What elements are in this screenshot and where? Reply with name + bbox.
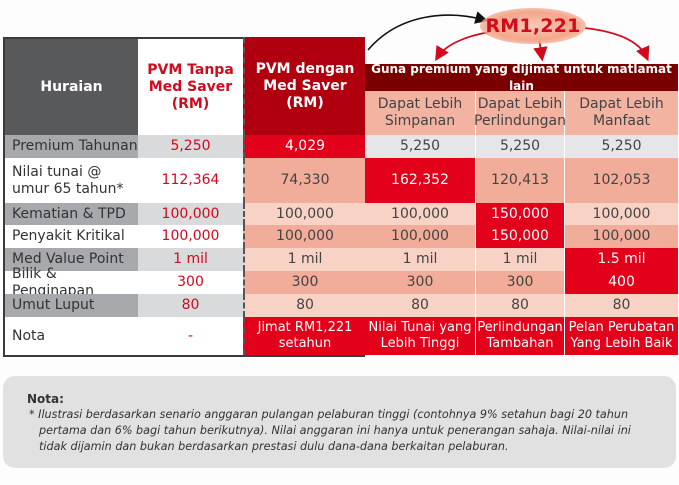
cell-value: 1 mil [243, 248, 365, 271]
header-more-savings: Dapat Lebih Simpanan [365, 91, 476, 135]
row-label-med-value-point: Med Value Point [3, 248, 138, 271]
cell-value: 74,330 [243, 158, 365, 203]
cell-value: 80 [565, 294, 678, 317]
cell-value: 300 [365, 271, 476, 294]
header-more-protection: Dapat Lebih Perlindungan [474, 91, 566, 135]
cell-value: 100,000 [565, 203, 678, 225]
header-huraian: Huraian [3, 37, 138, 135]
cell-value: 5,250 [138, 135, 243, 158]
header-use-savings: Guna premium yang dijimat untuk matlamat… [365, 62, 678, 93]
row-label-note: Nota [3, 317, 138, 355]
footnote-title: Nota: [27, 392, 64, 406]
cell-value: 100,000 [365, 203, 476, 225]
cell-value-highlight: 400 [565, 271, 678, 294]
cell-value-highlight: 1.5 mil [565, 248, 678, 271]
cell-value: - [138, 317, 243, 355]
cell-note-highlight: Jimat RM1,221 setahun [243, 317, 365, 355]
cell-value: 100,000 [138, 203, 243, 225]
header-more-benefits: Dapat Lebih Manfaat [565, 91, 678, 135]
cell-value: 1 mil [365, 248, 476, 271]
cell-value: 80 [243, 294, 365, 317]
row-label-room-board: Bilik & Penginapan [3, 266, 138, 299]
cell-value: 1 mil [476, 248, 565, 271]
cell-value: 100,000 [365, 225, 476, 248]
row-label-expiry-age: Umut Luput [3, 294, 138, 317]
cell-value: 300 [243, 271, 365, 294]
savings-amount: RM1,221 [485, 15, 581, 37]
cell-value: 300 [476, 271, 565, 294]
cell-note-highlight: Pelan Perubatan Yang Lebih Baik [565, 317, 678, 355]
cell-value: 100,000 [138, 225, 243, 248]
row-label-cash-value: Nilai tunai @ umur 65 tahun* [3, 158, 138, 203]
footnote-box: Nota: * Ilustrasi berdasarkan senario an… [3, 376, 676, 468]
savings-bubble: RM1,221 [480, 8, 586, 44]
cell-value: 102,053 [565, 158, 678, 203]
cell-value: 100,000 [243, 225, 365, 248]
header-without-med-saver: PVM Tanpa Med Saver (RM) [138, 37, 243, 135]
cell-value: 5,250 [365, 135, 476, 158]
cell-value: 80 [138, 294, 243, 317]
cell-value-highlight: 150,000 [476, 225, 565, 248]
cell-value: 1 mil [138, 248, 243, 271]
cell-value: 100,000 [243, 203, 365, 225]
footnote-body: * Ilustrasi berdasarkan senario anggaran… [29, 408, 631, 453]
cell-value: 80 [476, 294, 565, 317]
cell-value: 5,250 [565, 135, 678, 158]
cell-note-highlight: Nilai Tunai yang Lebih Tinggi [365, 317, 476, 355]
row-label-death-tpd: Kematian & TPD [3, 203, 138, 225]
cell-value: 100,000 [565, 225, 678, 248]
cell-value: 5,250 [476, 135, 565, 158]
cell-value-highlight: 4,029 [243, 135, 365, 158]
cell-value-highlight: 150,000 [476, 203, 565, 225]
cell-value: 112,364 [138, 158, 243, 203]
table-bottom-border [3, 355, 365, 357]
cell-value: 80 [365, 294, 476, 317]
cell-value-highlight: 162,352 [365, 158, 476, 203]
header-with-med-saver: PVM dengan Med Saver (RM) [243, 37, 365, 135]
row-label-critical-illness: Penyakit Kritikal [3, 225, 138, 248]
cell-note-highlight: Perlindungan Tambahan [476, 317, 565, 355]
comparison-table: Huraian PVM Tanpa Med Saver (RM) PVM den… [3, 37, 678, 357]
cell-value: 120,413 [476, 158, 565, 203]
cell-value: 300 [138, 271, 243, 294]
row-label-annual-premium: Premium Tahunan [3, 135, 138, 158]
